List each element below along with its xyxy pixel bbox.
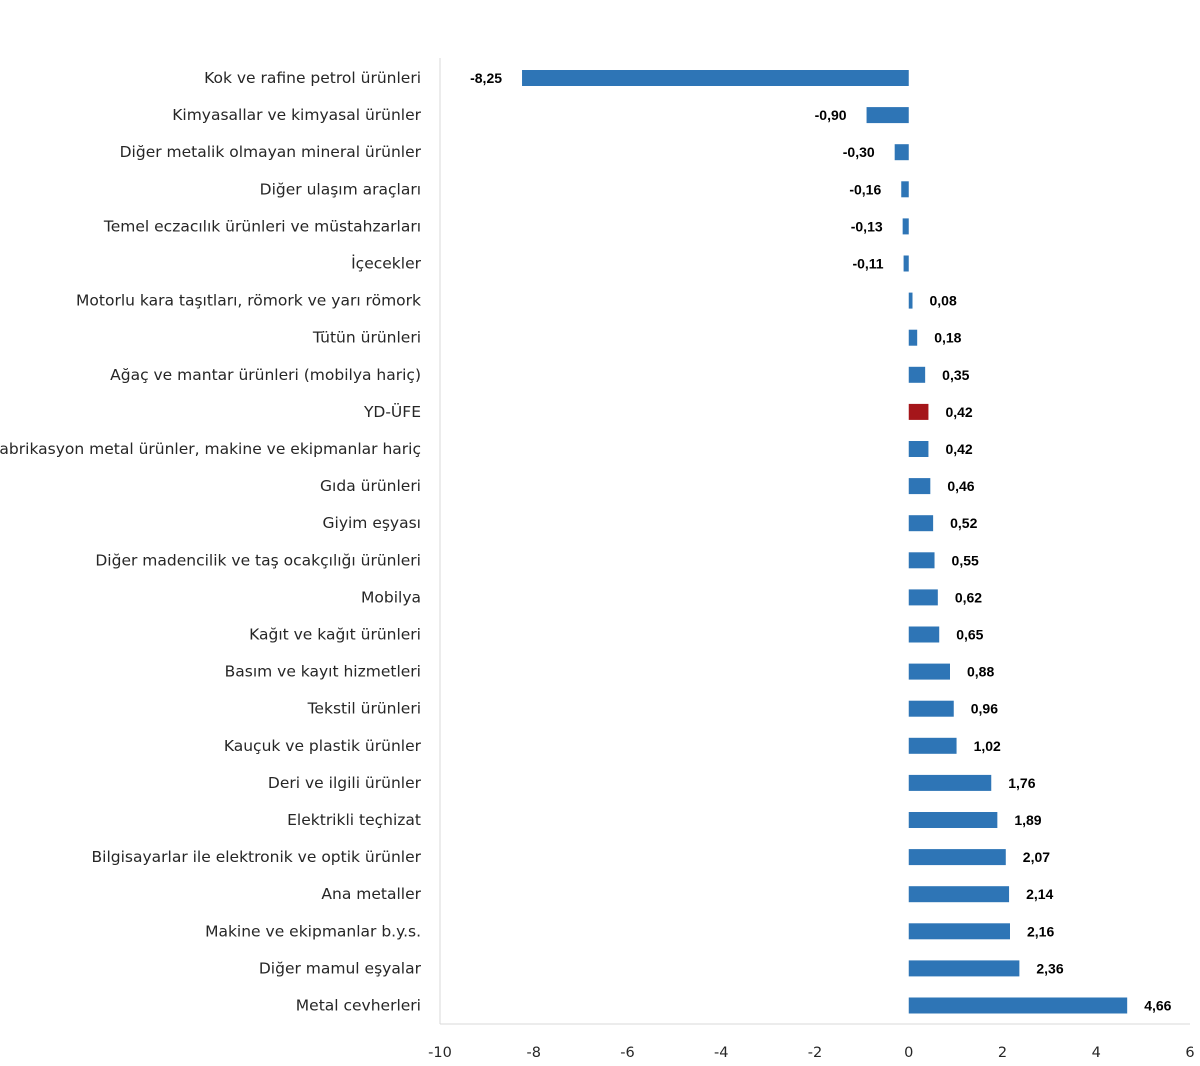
bar-i-cecekler [903,255,909,272]
category-label-kimyasallar-ve-kimyasal-urunler: Kimyasallar ve kimyasal ürünler [172,106,421,124]
x-tick-label: 0 [904,1045,913,1061]
x-axis-ticks: -10 -8 -6 -4 -2 0 2 4 6 [428,1045,1194,1061]
value-label-tutun-urunleri: 0,18 [934,330,961,346]
x-tick-label: 2 [998,1045,1007,1061]
category-label-deri-ve-ilgili-urunler: Deri ve ilgili ürünler [268,774,422,792]
category-label-metal-cevherleri: Metal cevherleri [296,997,421,1015]
value-label-basim-ve-kayit-hizmetleri: 0,88 [967,664,994,680]
category-label-diger-mamul-esyalar: Diğer mamul eşyalar [259,959,422,977]
category-label-ana-metaller: Ana metaller [321,885,421,903]
category-label-mobilya: Mobilya [361,588,421,606]
category-label-tekstil-urunleri: Tekstil ürünleri [307,700,421,718]
bars-layer [522,70,1128,1014]
x-tick-label: -2 [808,1045,822,1061]
value-label-diger-ulasim-araclari: -0,16 [849,181,881,197]
bar-diger-mamul-esyalar [908,960,1020,977]
category-label-gida-urunleri: Gıda ürünleri [320,477,421,495]
value-label-kok-ve-rafine-petrol-urunleri: -8,25 [470,70,502,86]
category-label-motorlu-kara-tasitlari-romork-ve-yari-romork: Motorlu kara taşıtları, römork ve yarı r… [76,292,421,310]
bar-basim-ve-kayit-hizmetleri [908,663,950,680]
category-label-basim-ve-kayit-hizmetleri: Basım ve kayıt hizmetleri [225,663,421,681]
category-label-giyim-esyasi: Giyim eşyası [323,514,422,532]
value-label-i-cecekler: -0,11 [852,256,883,272]
x-tick-label: -8 [527,1045,541,1061]
x-tick-label: -10 [428,1045,452,1061]
value-label-elektrikli-techizat: 1,89 [1014,812,1041,828]
value-label-tekstil-urunleri: 0,96 [971,701,998,717]
value-label-bilgisayarlar-ile-elektronik-ve-optik-urunler: 2,07 [1023,849,1050,865]
value-label-metal-cevherleri: 4,66 [1144,998,1171,1014]
category-label-tutun-urunleri: Tütün ürünleri [312,329,421,347]
value-label-makine-ve-ekipmanlar-b-y-s: 2,16 [1027,923,1054,939]
value-label-temel-eczacilik-urunleri-ve-mustahzarlari: -0,13 [851,218,883,234]
bar-diger-madencilik-ve-tas-ocakciligi-urunleri [908,552,935,569]
category-label-kagit-ve-kagit-urunleri: Kağıt ve kağıt ürünleri [249,626,421,644]
bar-giyim-esyasi [908,515,934,532]
bar-kok-ve-rafine-petrol-urunleri [522,70,909,86]
bar-fabrikasyon-metal-urunler-makine-ve-ekipmanlar-haric [908,441,929,457]
bar-mobilya [908,589,938,606]
x-tick-label: 6 [1185,1045,1194,1061]
value-label-mobilya: 0,62 [955,589,982,605]
value-label-kagit-ve-kagit-urunleri: 0,65 [956,627,983,643]
value-label-diger-metalik-olmayan-mineral-urunler: -0,30 [843,144,875,160]
x-tick-label: -4 [714,1045,728,1061]
value-label-motorlu-kara-tasitlari-romork-ve-yari-romork: 0,08 [930,293,957,309]
bar-elektrikli-techizat [908,812,998,828]
category-label-agac-ve-mantar-urunleri-mobilya-haric: Ağaç ve mantar ürünleri (mobilya hariç) [110,366,421,384]
category-label-i-cecekler: İçecekler [351,254,422,273]
bar-tutun-urunleri [908,329,918,346]
labels-layer: Kok ve rafine petrol ürünleri -8,25 Kimyas… [0,69,1172,1015]
bar-agac-ve-mantar-urunleri-mobilya-haric [908,366,926,383]
bar-deri-ve-ilgili-urunler [908,774,992,791]
value-label-ana-metaller: 2,14 [1026,886,1053,902]
value-label-kimyasallar-ve-kimyasal-urunler: -0,90 [815,107,847,123]
x-tick-label: 4 [1092,1045,1101,1061]
category-label-yd-ufe: YD-ÜFE [363,402,421,421]
value-label-fabrikasyon-metal-urunler-makine-ve-ekipmanlar-haric: 0,42 [945,441,972,457]
category-label-kok-ve-rafine-petrol-urunleri: Kok ve rafine petrol ürünleri [204,69,421,87]
value-label-deri-ve-ilgili-urunler: 1,76 [1008,775,1035,791]
bar-kaucuk-ve-plastik-urunler [908,737,957,754]
category-label-fabrikasyon-metal-urunler-makine-ve-ekipmanlar-haric: Fabrikasyon metal ürünler, makine ve eki… [0,440,421,458]
category-label-elektrikli-techizat: Elektrikli teçhizat [287,811,421,829]
value-label-agac-ve-mantar-urunleri-mobilya-haric: 0,35 [942,367,969,383]
x-tick-label: -6 [620,1045,634,1061]
category-label-diger-ulasim-araclari: Diğer ulaşım araçları [260,180,421,198]
category-label-temel-eczacilik-urunleri-ve-mustahzarlari: Temel eczacılık ürünleri ve müstahzarlar… [103,217,421,235]
bar-metal-cevherleri [908,997,1128,1014]
value-label-diger-madencilik-ve-tas-ocakciligi-urunleri: 0,55 [952,552,979,568]
value-label-giyim-esyasi: 0,52 [950,515,977,531]
bar-kagit-ve-kagit-urunleri [908,626,940,643]
bar-makine-ve-ekipmanlar-b-y-s [908,923,1010,940]
bar-diger-metalik-olmayan-mineral-urunler [894,144,909,161]
value-label-diger-mamul-esyalar: 2,36 [1036,960,1063,976]
value-label-kaucuk-ve-plastik-urunler: 1,02 [974,738,1001,754]
bar-bilgisayarlar-ile-elektronik-ve-optik-urunler [908,849,1006,866]
category-label-kaucuk-ve-plastik-urunler: Kauçuk ve plastik ürünler [224,737,422,755]
bar-yd-ufe [908,403,929,420]
bar-gida-urunleri [908,478,931,495]
category-label-diger-madencilik-ve-tas-ocakciligi-urunleri: Diğer madencilik ve taş ocakçılığı ürünl… [95,551,421,569]
category-label-diger-metalik-olmayan-mineral-urunler: Diğer metalik olmayan mineral ürünler [120,143,422,161]
category-label-bilgisayarlar-ile-elektronik-ve-optik-urunler: Bilgisayarlar ile elektronik ve optik ür… [92,848,422,866]
bar-motorlu-kara-tasitlari-romork-ve-yari-romork [908,292,913,309]
bar-ana-metaller [908,886,1010,903]
bar-temel-eczacilik-urunleri-ve-mustahzarlari [902,218,909,235]
bar-diger-ulasim-araclari [901,181,909,198]
value-label-gida-urunleri: 0,46 [947,478,974,494]
bar-kimyasallar-ve-kimyasal-urunler [866,107,909,124]
bar-tekstil-urunleri [908,700,954,717]
category-label-makine-ve-ekipmanlar-b-y-s: Makine ve ekipmanlar b.y.s. [205,922,421,940]
value-label-yd-ufe: 0,42 [945,404,972,420]
